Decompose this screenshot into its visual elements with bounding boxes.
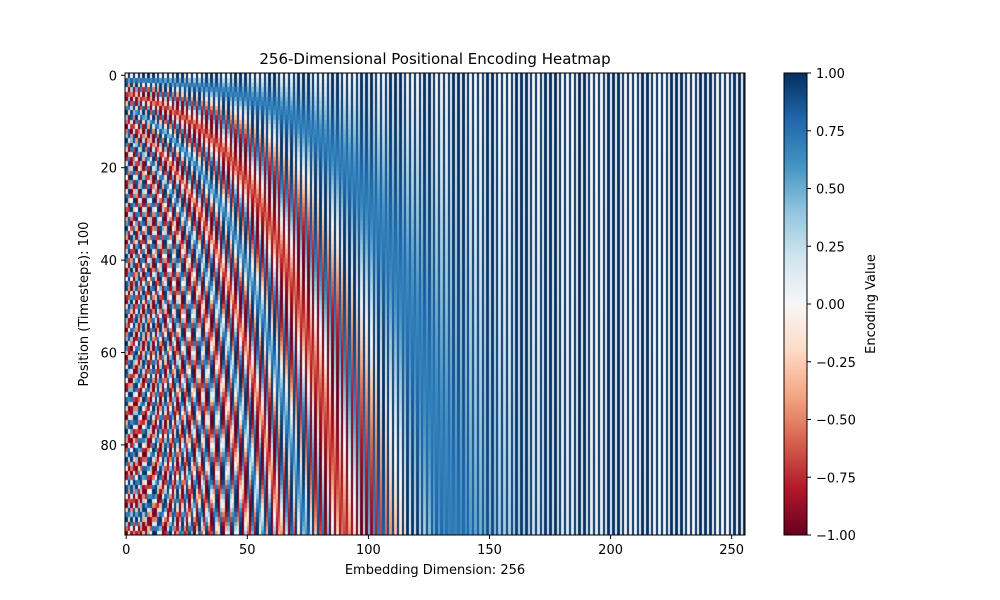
- colorbar-tick-label: 0.25: [816, 240, 845, 255]
- x-axis: 0 50 100 150 200 250: [122, 535, 744, 558]
- colorbar-tick-label: −0.25: [816, 356, 856, 371]
- colorbar-label: Encoding Value: [864, 254, 879, 354]
- colorbar-tick-label: 0.50: [816, 183, 845, 198]
- y-axis: 0 20 40 60 80: [100, 69, 125, 454]
- heatmap-image: [125, 73, 745, 535]
- x-tick-label: 200: [598, 543, 623, 558]
- y-axis-label: Position (Timesteps): 100: [77, 222, 92, 387]
- colorbar-tick-label: −0.75: [816, 471, 856, 486]
- y-tick-label: 0: [109, 69, 117, 84]
- colorbar-tick-label: −0.50: [816, 414, 856, 429]
- colorbar-axis: 1.00 0.75 0.50 0.25 0.00 −0.25 −0.50 −0.75 −1.00: [807, 67, 856, 544]
- chart-title: 256-Dimensional Positional Encoding Heat…: [259, 50, 610, 68]
- y-tick-label: 40: [100, 254, 117, 269]
- x-tick-label: 50: [239, 543, 256, 558]
- colorbar-tick-label: 0.00: [816, 298, 845, 313]
- x-tick-label: 100: [356, 543, 381, 558]
- colorbar-tick-label: −1.00: [816, 529, 856, 544]
- x-tick-label: 0: [122, 543, 130, 558]
- y-tick-label: 60: [100, 347, 117, 362]
- colorbar-tick-label: 1.00: [816, 67, 845, 82]
- x-tick-label: 150: [477, 543, 502, 558]
- colorbar-tick-label: 0.75: [816, 125, 845, 140]
- y-tick-label: 80: [100, 439, 117, 454]
- colorbar: [783, 72, 808, 536]
- x-tick-label: 250: [719, 543, 744, 558]
- y-tick-label: 20: [100, 162, 117, 177]
- x-axis-label: Embedding Dimension: 256: [345, 563, 525, 578]
- plot-frame: [124, 72, 746, 536]
